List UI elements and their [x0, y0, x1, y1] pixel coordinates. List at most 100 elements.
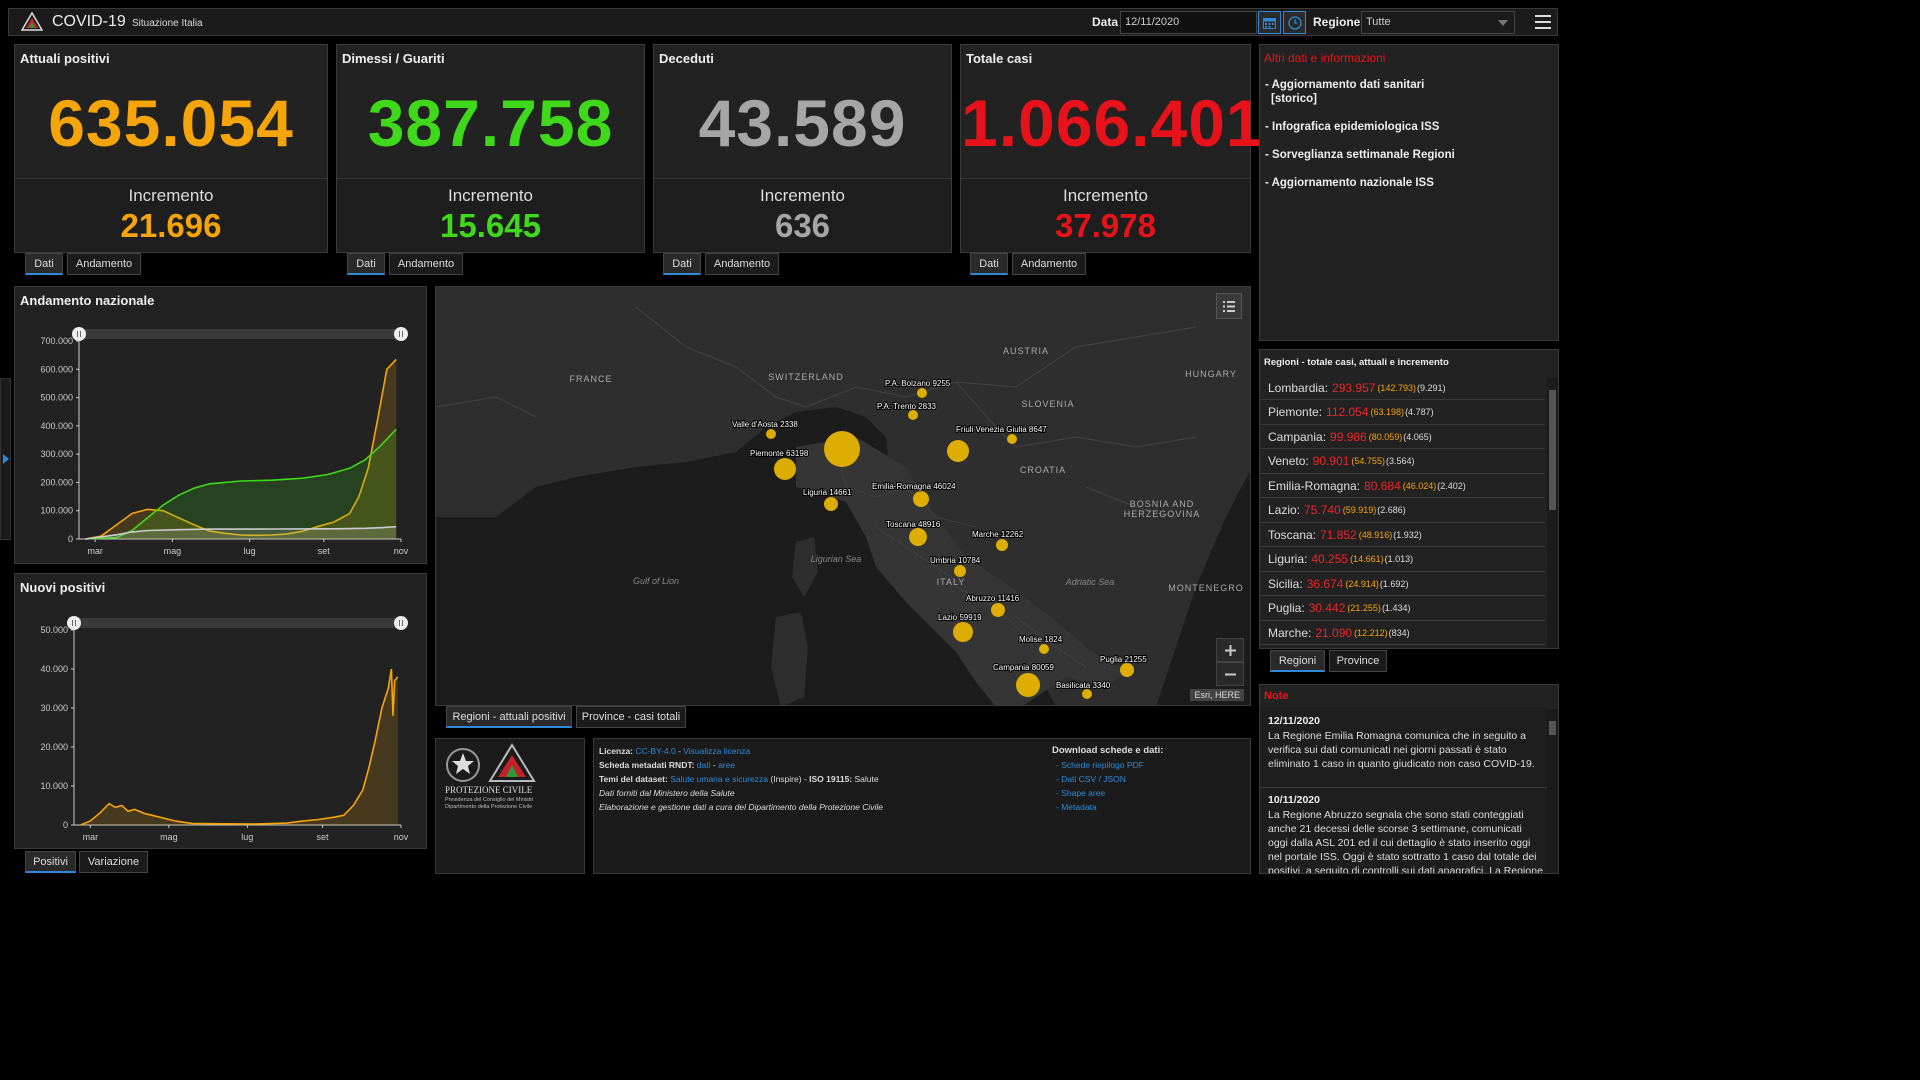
- region-row[interactable]: Lazio: 75.740 (59.919) (2.686): [1260, 499, 1545, 523]
- meta-dati-link[interactable]: dati: [696, 760, 711, 770]
- handle-grip: [399, 620, 400, 626]
- tab-variazione[interactable]: Variazione: [79, 851, 148, 873]
- info-link-storico[interactable]: [storico]: [1271, 93, 1317, 105]
- map-marker[interactable]: [947, 440, 969, 462]
- zoom-in-button[interactable]: [1216, 638, 1244, 662]
- protezione-civile-logo-icon: [21, 12, 43, 31]
- region-row[interactable]: Puglia: 30.442 (21.255) (1.434): [1260, 597, 1545, 621]
- tab-dati-totale-casi[interactable]: Dati: [970, 253, 1008, 275]
- tab-regioni-attuali-positivi[interactable]: Regioni - attuali positivi: [446, 706, 572, 728]
- tab-regioni[interactable]: Regioni: [1270, 650, 1325, 672]
- legend-button[interactable]: [1216, 293, 1242, 319]
- map-marker[interactable]: [917, 388, 927, 398]
- map-marker[interactable]: [824, 431, 860, 467]
- lic-view-link[interactable]: Visualizza licenza: [683, 746, 751, 756]
- tab-dati-attuali-positivi[interactable]: Dati: [25, 253, 63, 275]
- region-row[interactable]: Lombardia: 293.957 (142.793) (9.291): [1260, 376, 1545, 400]
- protezione-civile-icon: [488, 743, 536, 782]
- region-row[interactable]: Emilia-Romagna: 80.684 (46.024) (2.402): [1260, 474, 1545, 498]
- card-increment-area: Incremento 636: [654, 178, 951, 252]
- increment-value: 15.645: [440, 207, 541, 244]
- regions-scrollbar[interactable]: [1547, 378, 1558, 648]
- map-marker[interactable]: [1082, 689, 1092, 699]
- y-tick-label: 700.000: [40, 336, 73, 346]
- tab-andamento-attuali-positivi[interactable]: Andamento: [67, 253, 141, 275]
- range-slider-handle[interactable]: [394, 327, 408, 341]
- calendar-button[interactable]: [1258, 11, 1281, 34]
- dl-pdf-link[interactable]: - Schede riepilogo PDF: [1056, 760, 1144, 770]
- map-marker[interactable]: [1007, 434, 1017, 444]
- map-marker[interactable]: [824, 497, 838, 511]
- map-marker[interactable]: [766, 429, 776, 439]
- region-row[interactable]: Liguria: 40.255 (14.661) (1.013): [1260, 548, 1545, 572]
- range-slider[interactable]: [74, 618, 401, 628]
- map-marker[interactable]: [1120, 663, 1134, 677]
- tab-andamento-deceduti[interactable]: Andamento: [705, 253, 779, 275]
- map-marker[interactable]: [913, 491, 929, 507]
- tab-dati-dimessi-guariti[interactable]: Dati: [347, 253, 385, 275]
- time-button[interactable]: [1283, 11, 1306, 34]
- map-marker[interactable]: [909, 528, 927, 546]
- tab-dati-deceduti[interactable]: Dati: [663, 253, 701, 275]
- map-country-label: FRANCE: [569, 374, 612, 384]
- map-marker[interactable]: [774, 458, 796, 480]
- info-link-iss[interactable]: - Aggiornamento nazionale ISS: [1265, 177, 1434, 189]
- temi-link[interactable]: Salute umana e sicurezza: [670, 774, 768, 784]
- info-link-sorveglianza[interactable]: - Sorveglianza settimanale Regioni: [1265, 149, 1455, 161]
- region-row[interactable]: Marche: 21.090 (12.212) (834): [1260, 621, 1545, 645]
- increment-label: Incremento: [1062, 186, 1149, 205]
- card-increment-area: Incremento 37.978: [961, 178, 1250, 252]
- date-input[interactable]: 12/11/2020: [1120, 11, 1257, 34]
- tab-positivi[interactable]: Positivi: [25, 851, 76, 873]
- zoom-out-button[interactable]: [1216, 662, 1244, 686]
- tab-province-casi-totali[interactable]: Province - casi totali: [576, 706, 686, 728]
- map-marker[interactable]: [908, 410, 918, 420]
- logo-panel: PROTEZIONE CIVILE Presidenza del Consigl…: [435, 738, 585, 874]
- region-row[interactable]: Campania: 99.986 (80.059) (4.065): [1260, 425, 1545, 449]
- notes-scrollbar[interactable]: [1547, 709, 1558, 873]
- map-marker[interactable]: [953, 622, 973, 642]
- meta-aree-link[interactable]: aree: [718, 760, 736, 770]
- y-tick-label: 600.000: [40, 364, 73, 374]
- regions-scrollbar-thumb[interactable]: [1549, 390, 1556, 510]
- series-line: [85, 525, 397, 540]
- region-total: 112.054: [1326, 405, 1369, 419]
- dl-shape-link[interactable]: - Shape aree: [1056, 788, 1106, 798]
- map-marker[interactable]: [996, 539, 1008, 551]
- dl-csv-link[interactable]: - Dati CSV / JSON: [1056, 774, 1126, 784]
- card-totale-casi: Totale casi 1.066.401 Incremento 37.978: [960, 44, 1263, 253]
- range-slider-handle[interactable]: [394, 616, 408, 630]
- region-increment: (9.291): [1416, 382, 1446, 393]
- region-select[interactable]: Tutte: [1361, 11, 1515, 34]
- chevron-down-icon: [1498, 20, 1508, 26]
- map-marker[interactable]: [954, 565, 966, 577]
- region-attuali: (21.255): [1347, 603, 1381, 613]
- range-slider-handle[interactable]: [67, 616, 81, 630]
- temi-label: Temi del dataset:: [599, 774, 668, 784]
- lic-value-link[interactable]: CC-BY-4.0: [635, 746, 676, 756]
- org-sub2: Dipartimento della Protezione Civile: [445, 804, 533, 810]
- card-deceduti: Deceduti 43.589 Incremento 636: [653, 44, 952, 253]
- tab-andamento-dimessi-guariti[interactable]: Andamento: [389, 253, 463, 275]
- tab-andamento-totale-casi[interactable]: Andamento: [1012, 253, 1086, 275]
- range-slider[interactable]: [79, 329, 401, 339]
- dl-metadata-link[interactable]: - Metadata: [1056, 802, 1097, 812]
- region-row[interactable]: Piemonte: 112.054 (63.198) (4.787): [1260, 401, 1545, 425]
- map-marker-label: Emilia-Romagna 46024: [872, 482, 956, 491]
- map-panel[interactable]: FRANCE SWITZERLAND AUSTRIA HUNGARY SLOVENIA C…: [435, 286, 1251, 706]
- info-link-infografica[interactable]: - Infografica epidemiologica ISS: [1265, 121, 1440, 133]
- region-row[interactable]: Veneto: 90.901 (54.755) (3.564): [1260, 450, 1545, 474]
- map-marker[interactable]: [991, 603, 1005, 617]
- map-marker[interactable]: [1016, 673, 1040, 697]
- map-marker[interactable]: [1039, 644, 1049, 654]
- region-row[interactable]: Sicilia: 36.674 (24.914) (1.692): [1260, 572, 1545, 596]
- map-marker-label: Friuli Venezia Giulia 8647: [956, 425, 1047, 434]
- side-panel-toggle[interactable]: [0, 378, 11, 540]
- map-country-label: SWITZERLAND: [768, 372, 844, 382]
- info-link-aggiornamento[interactable]: - Aggiornamento dati sanitari: [1265, 79, 1425, 91]
- range-slider-handle[interactable]: [72, 327, 86, 341]
- tab-province[interactable]: Province: [1329, 650, 1387, 672]
- hamburger-menu-icon[interactable]: [1535, 15, 1551, 29]
- region-row[interactable]: Toscana: 71.852 (48.916) (1.932): [1260, 523, 1545, 547]
- notes-scrollbar-thumb[interactable]: [1549, 721, 1556, 735]
